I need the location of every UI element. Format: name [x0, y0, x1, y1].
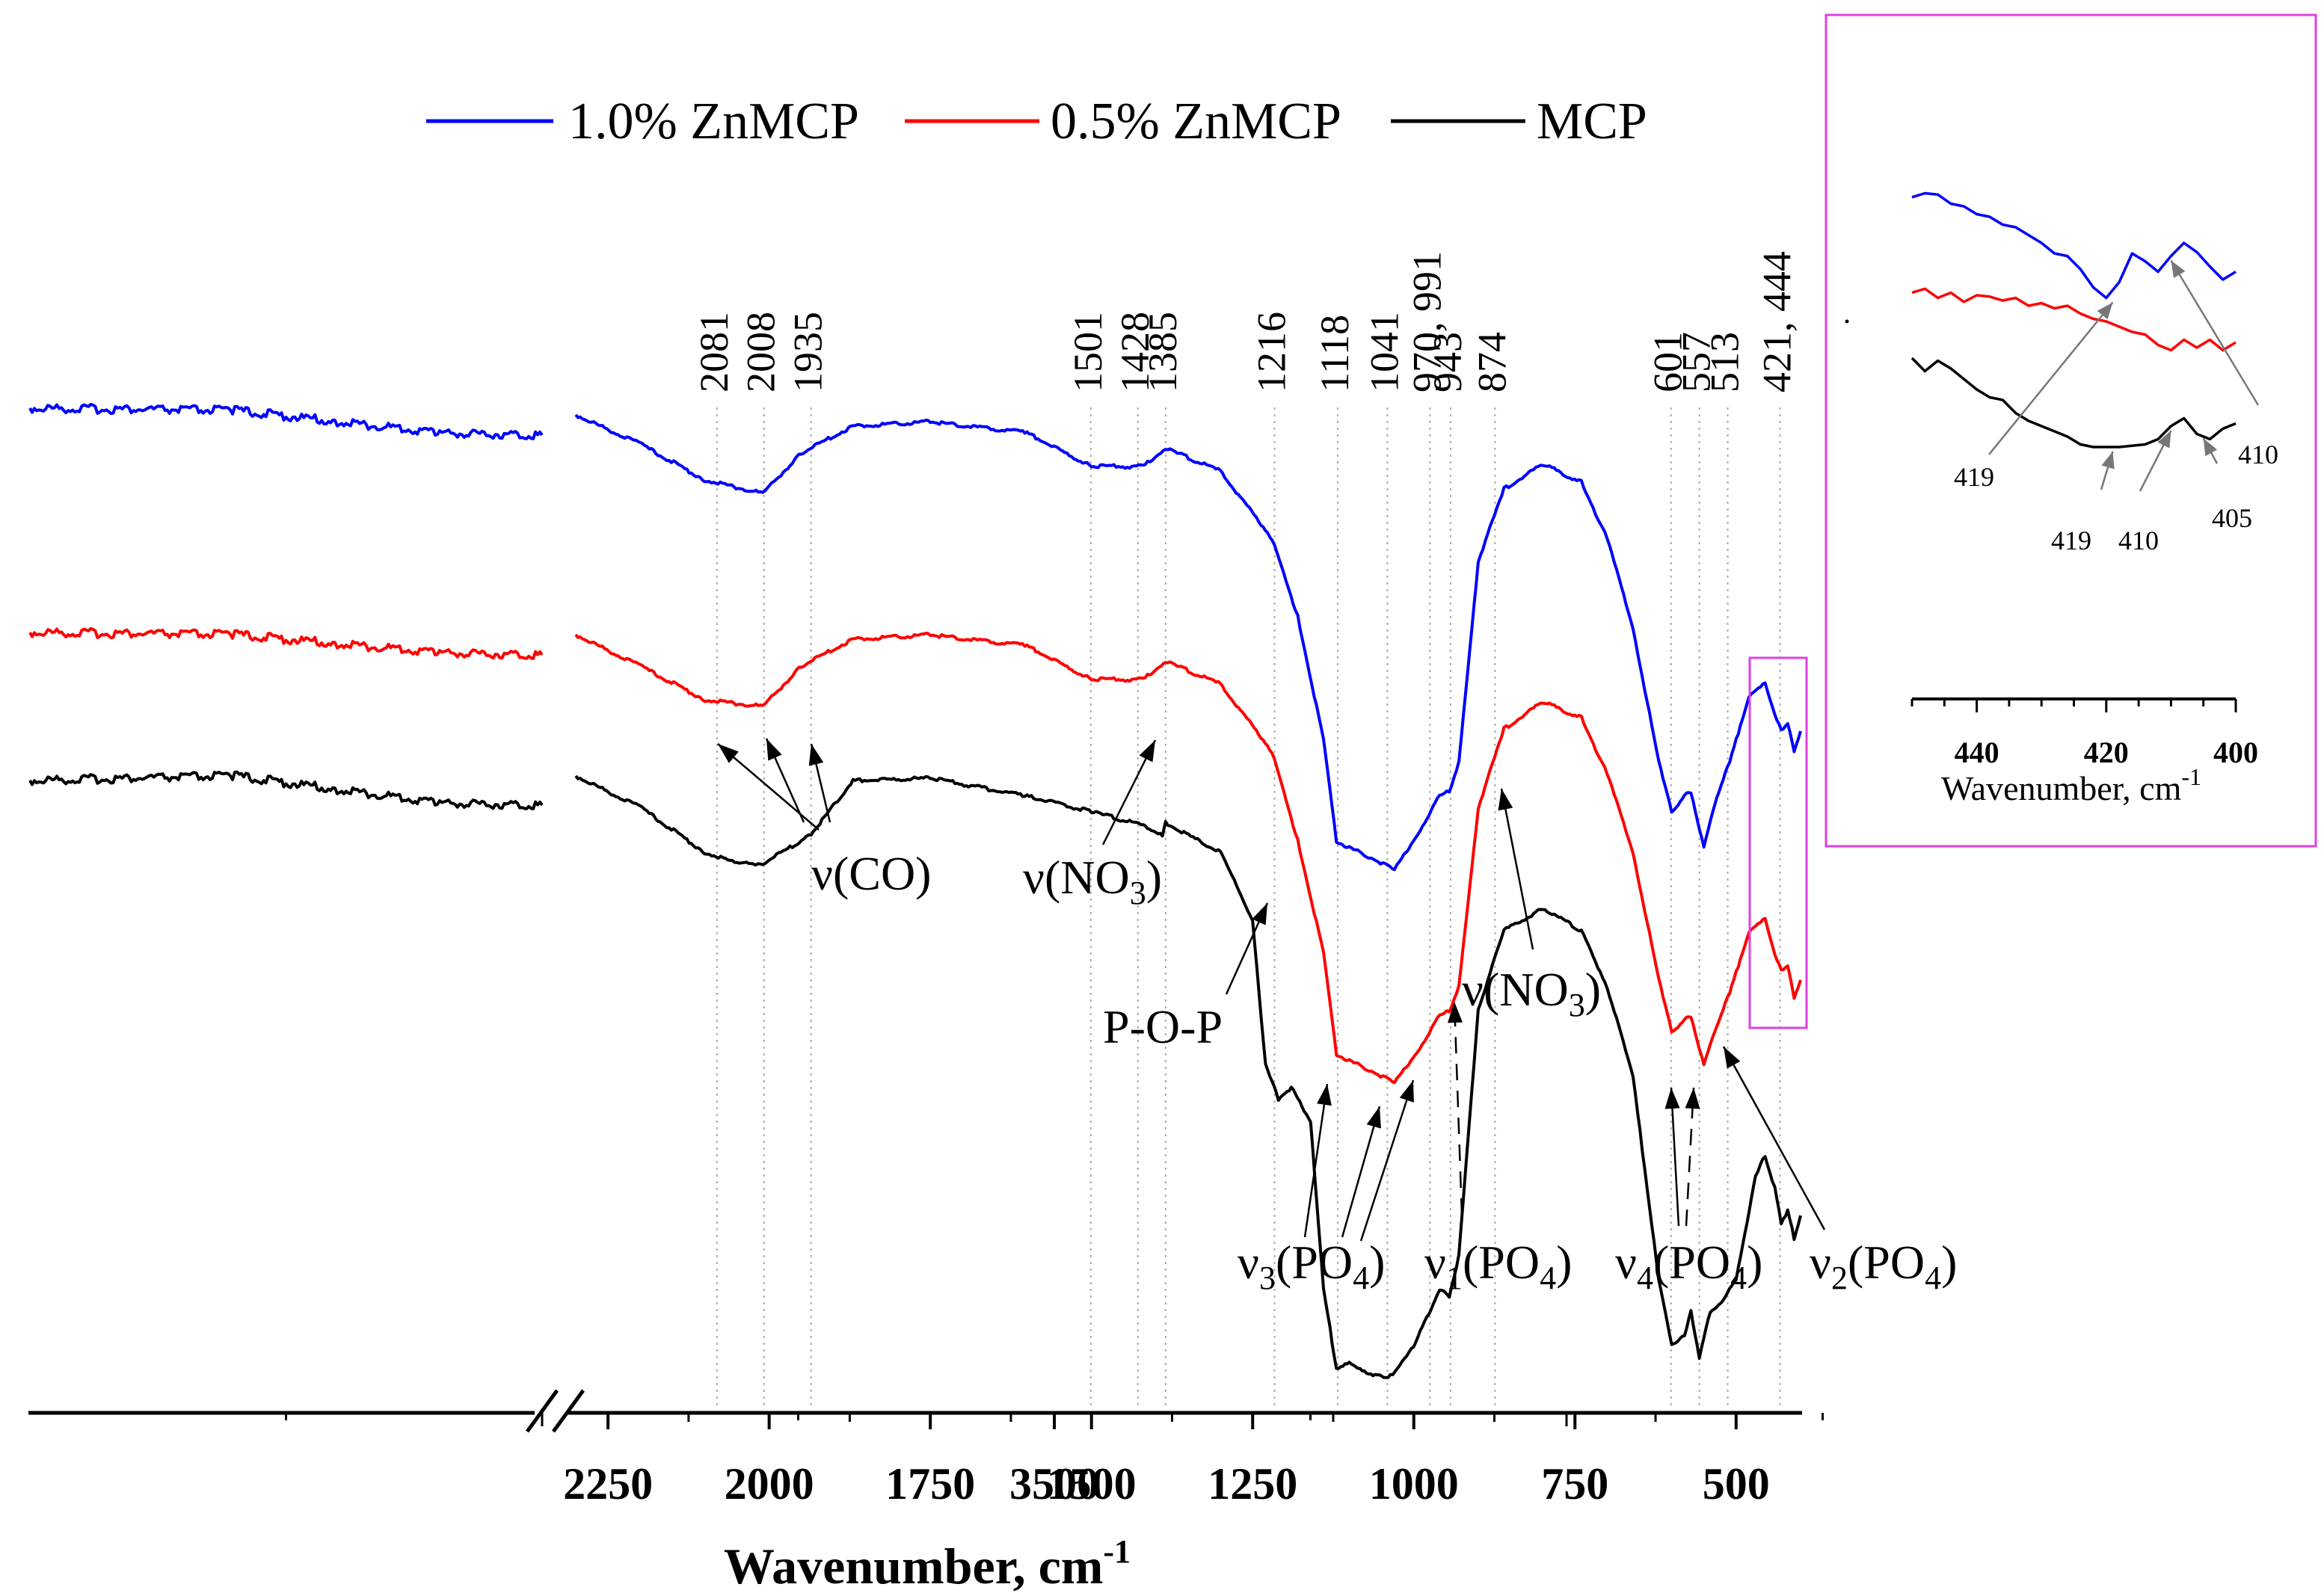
annotation-arrow-line — [1359, 1079, 1415, 1242]
annotations: ν(CO) ν(NO3) P-O-P ν(NO3) ν3(PO4) ν1(PO4) ν4(P… — [717, 738, 1957, 1296]
x-axis-title: Wavenumber, cm-1 — [724, 1533, 1131, 1595]
peak-label: 943 — [1425, 332, 1470, 392]
annotation-arrowhead — [1498, 789, 1513, 811]
series-line-0-5-znmcp-right — [574, 632, 1802, 1085]
annotation-po4_4: ν4(PO4) — [1615, 1236, 1762, 1296]
annotation-arrowhead — [1139, 740, 1155, 762]
inset-dot — [1845, 319, 1849, 324]
peak-label: 421, 444 — [1754, 251, 1799, 392]
annotation-arrowhead — [718, 744, 739, 763]
annotation-arrowhead — [808, 744, 824, 766]
peak-label: 1118 — [1312, 315, 1357, 392]
series-line-1-0-znmcp-right — [574, 413, 1802, 872]
series-line-1-0-znmcp-left — [28, 402, 544, 440]
annotation-arrowhead — [1685, 1088, 1700, 1109]
peak-label: 513 — [1703, 332, 1747, 392]
axis-break-mark — [551, 1389, 585, 1433]
series-line-mcp-left — [28, 770, 544, 810]
annotation-arrow-line — [1670, 1087, 1680, 1227]
peak-label: 1501 — [1066, 312, 1110, 392]
peak-label: 2081 — [692, 312, 737, 392]
x-tick-label: 1750 — [885, 1459, 975, 1509]
inset-callout-label: 419 — [1954, 462, 1994, 492]
inset-callout-label: 410 — [2118, 526, 2159, 555]
x-tick-label: 1250 — [1208, 1459, 1297, 1509]
peak-label: 2008 — [739, 312, 784, 392]
peak-label: 1935 — [786, 312, 831, 392]
annotation-pop: P-O-P — [1103, 1000, 1223, 1053]
inset-callout-arrowhead — [2157, 431, 2171, 449]
x-tick-label: 500 — [1703, 1459, 1770, 1509]
inset-series-1-0-znmcp — [1911, 191, 2237, 300]
inset-x-tick-label: 440 — [1955, 736, 1999, 769]
series-group — [28, 402, 1802, 1379]
annotation-no3_b: ν(NO3) — [1462, 963, 1601, 1023]
annotation-arrowhead — [1399, 1080, 1414, 1103]
annotation-arrow-line — [1685, 1087, 1695, 1227]
series-line-0-5-znmcp-left — [28, 626, 544, 660]
annotation-co: ν(CO) — [811, 847, 931, 900]
peak-guides — [716, 407, 1781, 1409]
x-tick-label: 2000 — [725, 1459, 814, 1509]
x-tick-label: 1000 — [1369, 1459, 1459, 1509]
inset-callout-label: 405 — [2212, 503, 2252, 533]
annotation-arrowhead — [766, 739, 782, 761]
annotation-arrow-line — [1341, 1106, 1381, 1238]
annotation-po4_1: ν1(PO4) — [1424, 1236, 1572, 1296]
inset-callout-line — [1988, 301, 2114, 455]
inset-zoom-box — [1748, 656, 1808, 1029]
legend-label: 0.5% ZnMCP — [1051, 93, 1341, 150]
inset-callout-label: 410 — [2238, 440, 2278, 469]
annotation-arrow-line — [1453, 1001, 1463, 1216]
peak-label: 601 — [1646, 332, 1691, 392]
x-tick-label: 3500 — [1009, 1459, 1099, 1509]
peak-label: 1041 — [1362, 312, 1407, 392]
annotation-arrow-line — [1500, 788, 1534, 950]
inset-callout-arrowhead — [2101, 452, 2115, 469]
peak-label: 874 — [1469, 332, 1514, 392]
peak-label: 1216 — [1249, 312, 1294, 392]
inset-callout-label: 419 — [2051, 526, 2091, 555]
inset-callout-line — [2170, 259, 2260, 406]
axis-break-mark — [525, 1389, 559, 1433]
annotation-arrowhead — [1724, 1047, 1741, 1069]
zoom-region-box — [1748, 656, 1808, 1029]
peak-label: 557 — [1674, 332, 1719, 392]
annotation-arrowhead — [1664, 1088, 1680, 1109]
annotation-po4_2: ν2(PO4) — [1810, 1236, 1957, 1296]
annotation-arrow-line — [1722, 1046, 1826, 1230]
legend-label: MCP — [1537, 93, 1647, 150]
annotation-po4_3: ν3(PO4) — [1238, 1236, 1385, 1296]
peak-label: 1428 — [1113, 312, 1158, 392]
x-axis: 3500 2250 2000 1750 1500 1250 1000 750 500 Wavenu… — [28, 1389, 1824, 1595]
peak-label: 970, 991 — [1404, 251, 1449, 392]
inset-x-tick-label: 400 — [2213, 736, 2258, 769]
inset-x-tick-label: 420 — [2084, 736, 2129, 769]
legend-label: 1.0% ZnMCP — [568, 93, 859, 150]
x-tick-label: 2250 — [563, 1459, 653, 1509]
inset-callout-arrowhead — [2097, 302, 2113, 320]
peak-label: 1385 — [1140, 312, 1185, 392]
annotation-arrowhead — [1252, 903, 1267, 925]
x-tick-label: 750 — [1541, 1459, 1608, 1509]
inset-callout-arrowhead — [2171, 260, 2186, 278]
inset-panel: 440 420 400 Wavenumber, cm-1 419 410 419 410 405 — [1825, 13, 2317, 848]
annotation-arrow-line — [1303, 1083, 1329, 1238]
inset-series-mcp — [1910, 357, 2237, 449]
annotation-arrowhead — [1317, 1084, 1332, 1106]
x-tick-label: 1500 — [1047, 1459, 1137, 1509]
inset-x-axis-title: Wavenumber, cm-1 — [1941, 763, 2201, 807]
annotation-arrowhead — [1447, 1002, 1463, 1023]
inset-callout-arrowhead — [2203, 438, 2218, 457]
inset-frame — [1825, 13, 2317, 848]
annotation-arrowhead — [1366, 1106, 1381, 1129]
series-line-mcp-right — [574, 774, 1802, 1379]
annotation-arrow-line — [717, 743, 820, 831]
annotation-no3_a: ν(NO3) — [1023, 851, 1162, 911]
legend: 1.0% ZnMCP 0.5% ZnMCP MCP — [426, 93, 1647, 150]
inset-series-0-5-znmcp — [1911, 287, 2237, 352]
